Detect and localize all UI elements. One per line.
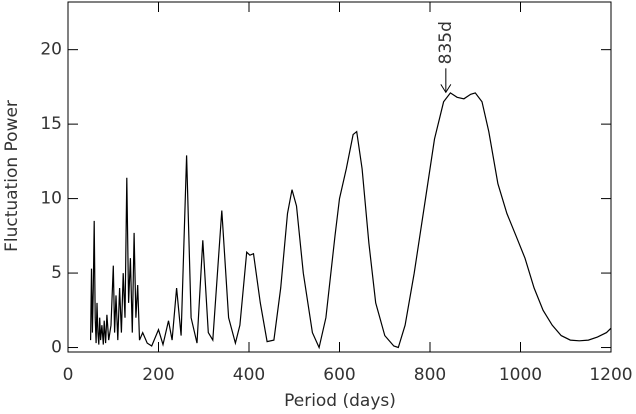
x-tick-label: 600 — [323, 365, 355, 385]
y-tick-label: 10 — [40, 189, 62, 209]
x-tick-label: 0 — [63, 365, 74, 385]
annotation-arrowhead — [440, 84, 452, 94]
x-tick-label: 1200 — [589, 365, 632, 385]
y-tick-label: 15 — [40, 114, 62, 134]
x-tick-label: 200 — [142, 365, 174, 385]
y-tick-label: 5 — [51, 263, 62, 283]
x-axis-label: Period (days) — [284, 391, 396, 411]
y-axis-label: Fluctuation Power — [2, 100, 22, 252]
x-tick-label: 800 — [414, 365, 446, 385]
x-tick-label: 400 — [233, 365, 265, 385]
plot-frame — [67, 1, 612, 353]
x-tick-label: 1000 — [499, 365, 542, 385]
line-series — [90, 92, 612, 350]
y-tick-label: 20 — [40, 40, 62, 60]
annotation-text: 835d — [436, 21, 456, 64]
y-tick-label: 0 — [51, 338, 62, 358]
